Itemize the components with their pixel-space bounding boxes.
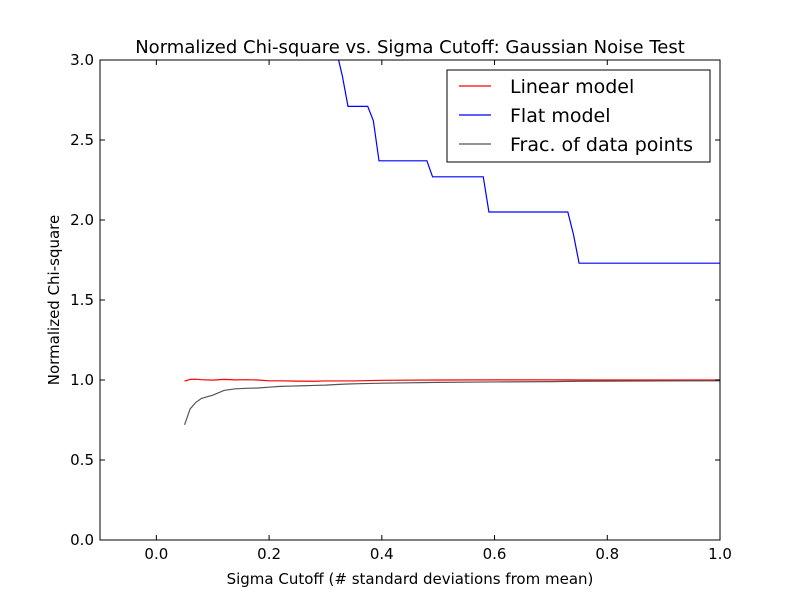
legend-label-1: Flat model: [510, 105, 611, 127]
x-axis-label: Sigma Cutoff (# standard deviations from…: [227, 570, 594, 588]
x-tick-label: 0.8: [595, 545, 619, 563]
x-tick-label: 0.2: [257, 545, 281, 563]
x-tick-label: 1.0: [708, 545, 732, 563]
x-tick-label: 0.4: [370, 545, 394, 563]
chart-title: Normalized Chi-square vs. Sigma Cutoff: …: [135, 37, 685, 58]
y-tick-label: 1.0: [70, 371, 94, 389]
y-tick-label: 3.0: [70, 51, 94, 69]
legend-frame: [446, 69, 711, 163]
y-tick-label: 0.0: [70, 531, 94, 549]
y-tick-label: 2.5: [70, 131, 94, 149]
series-line-1: [337, 60, 720, 264]
legend-label-0: Linear model: [510, 76, 634, 98]
legend: Linear model Flat model Frac. of data poin…: [446, 69, 711, 163]
y-tick-label: 2.0: [70, 211, 94, 229]
series-layer: [183, 60, 720, 425]
legend-label-2: Frac. of data points: [510, 134, 693, 156]
ticks-layer: 0.0 0.2 0.4 0.6 0.8 1.0 0.0 0.5 1.0 1.5 2.0 2.5 3.0: [70, 51, 732, 563]
y-tick-label: 0.5: [70, 451, 94, 469]
y-axis-label: Normalized Chi-square: [45, 215, 63, 386]
x-tick-label: 0.6: [483, 545, 507, 563]
series-line-2: [183, 380, 720, 425]
x-tick-label: 0.0: [144, 545, 168, 563]
y-tick-label: 1.5: [70, 291, 94, 309]
series-line-0: [184, 378, 720, 382]
